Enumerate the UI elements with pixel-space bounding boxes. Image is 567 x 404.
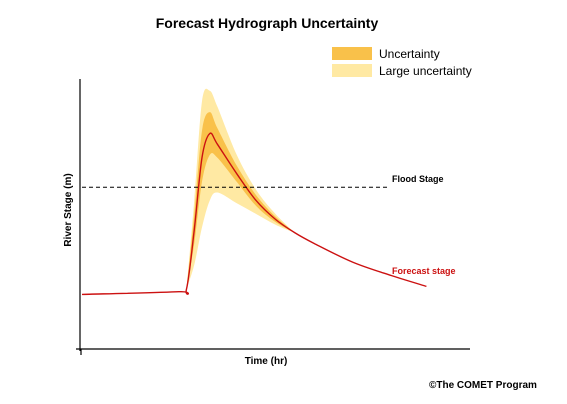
legend-label-large-uncertainty: Large uncertainty (379, 64, 472, 78)
line-forecast-stage (81, 132, 427, 296)
chart-title: Forecast Hydrograph Uncertainty (156, 15, 379, 31)
x-axis-label: Time (hr) (245, 356, 288, 367)
plot-area (81, 88, 427, 296)
flood-stage-label: Flood Stage (392, 174, 444, 184)
band-large-uncertainty (186, 88, 295, 290)
legend-swatch-large-uncertainty (332, 64, 372, 77)
legend-swatch-uncertainty (332, 47, 372, 60)
legend: Uncertainty Large uncertainty (332, 47, 472, 78)
y-axis-label: River Stage (m) (63, 173, 74, 246)
legend-label-uncertainty: Uncertainty (379, 47, 440, 61)
forecast-stage-label: Forecast stage (392, 266, 456, 276)
credit-text: ©The COMET Program (429, 380, 537, 391)
